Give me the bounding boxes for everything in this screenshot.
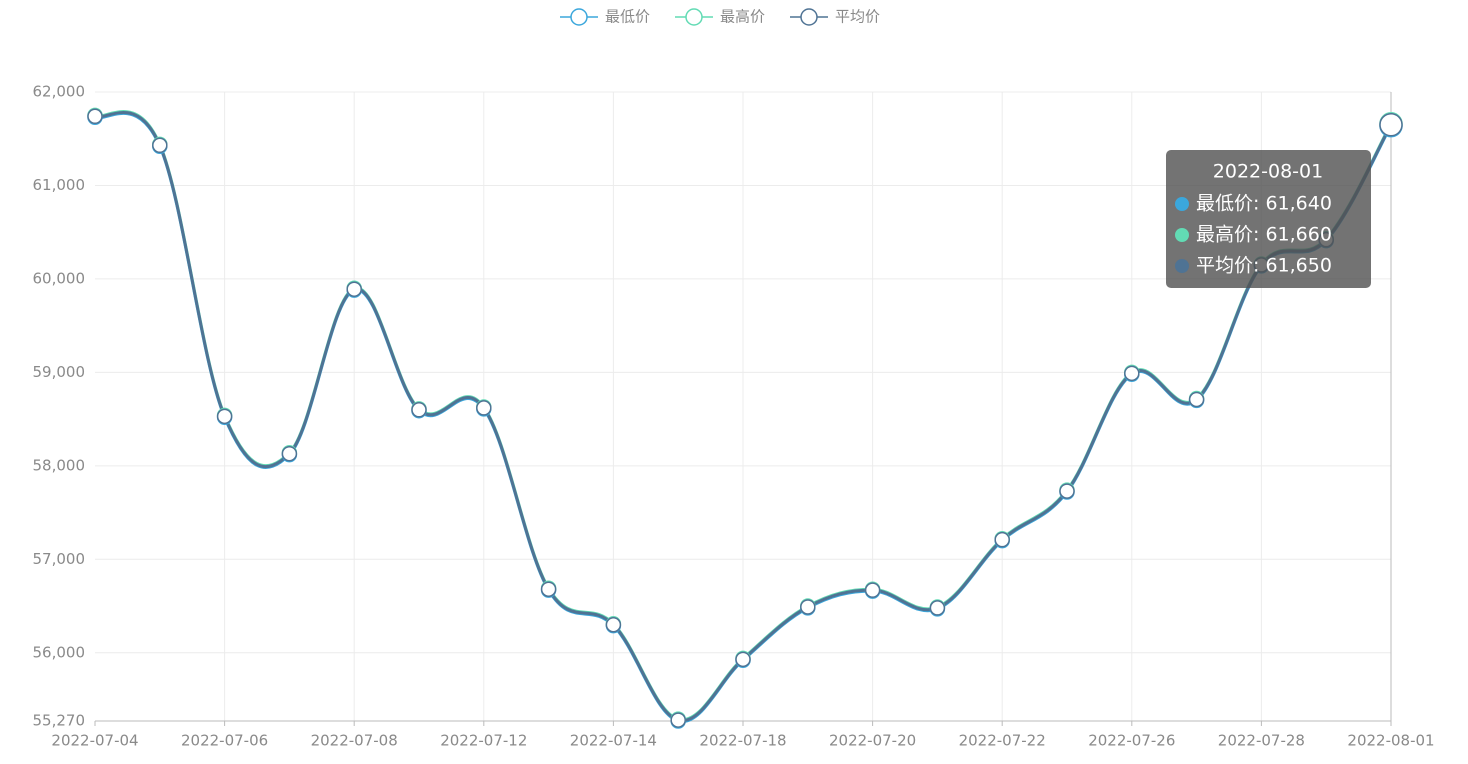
x-tick-label: 2022-08-01 [1347,732,1434,750]
data-point[interactable] [1188,391,1205,408]
x-tick-label: 2022-07-08 [311,732,398,750]
data-point[interactable] [411,402,427,418]
data-point[interactable] [346,281,362,297]
tooltip-row: 最高价: 61,660 [1196,224,1332,246]
data-point[interactable] [864,582,881,598]
y-tick-label: 62,000 [33,83,86,101]
tooltip-box [1166,150,1371,288]
tooltip-dot [1175,228,1189,242]
data-point[interactable] [670,712,686,728]
data-point[interactable] [87,108,103,125]
legend: 最低价 最高价 平均价 [560,8,880,26]
data-point[interactable] [216,408,233,425]
data-point[interactable] [281,445,298,462]
legend-label[interactable]: 最低价 [605,8,650,26]
legend-label[interactable]: 最高价 [720,8,765,26]
x-tick-label: 2022-07-22 [959,732,1046,750]
tooltip-dot [1175,197,1189,211]
data-point[interactable] [1059,483,1075,499]
x-tick-label: 2022-07-18 [699,732,786,750]
x-tick-label: 2022-07-12 [440,732,527,750]
tooltip-row: 最低价: 61,640 [1196,193,1332,215]
y-tick-label: 61,000 [33,176,86,194]
data-point[interactable] [735,651,751,668]
data-point[interactable] [994,531,1010,548]
y-tick-label: 56,000 [33,643,86,661]
legend-icon[interactable] [685,8,703,26]
data-point[interactable] [152,137,168,154]
data-point[interactable] [605,616,622,633]
data-point[interactable] [929,600,946,616]
tooltip: 2022-08-01 最低价: 61,640 最高价: 61,660 平均价: 61,… [1166,150,1371,288]
tooltip-title: 2022-08-01 [1213,161,1323,183]
data-point[interactable] [1124,365,1140,382]
tooltip-row: 平均价: 61,650 [1196,255,1332,277]
legend-icon[interactable] [570,8,588,26]
x-tick-label: 2022-07-06 [181,732,268,750]
x-tick-label: 2022-07-20 [829,732,916,750]
data-point[interactable] [540,581,557,597]
legend-icon[interactable] [800,8,818,26]
data-point[interactable] [476,400,492,416]
y-tick-label: 57,000 [33,550,86,568]
x-tick-label: 2022-07-28 [1218,732,1305,750]
x-tick-label: 2022-07-26 [1088,732,1175,750]
y-tick-label: 60,000 [33,269,86,287]
y-tick-label: 59,000 [33,363,86,381]
y-tick-label: 55,270 [33,712,86,730]
data-point[interactable] [1379,112,1403,137]
legend-label[interactable]: 平均价 [835,8,880,26]
y-tick-label: 58,000 [33,456,86,474]
tooltip-dot [1175,259,1189,273]
x-tick-label: 2022-07-14 [570,732,657,750]
x-tick-label: 2022-07-04 [51,732,138,750]
data-point[interactable] [800,599,816,615]
